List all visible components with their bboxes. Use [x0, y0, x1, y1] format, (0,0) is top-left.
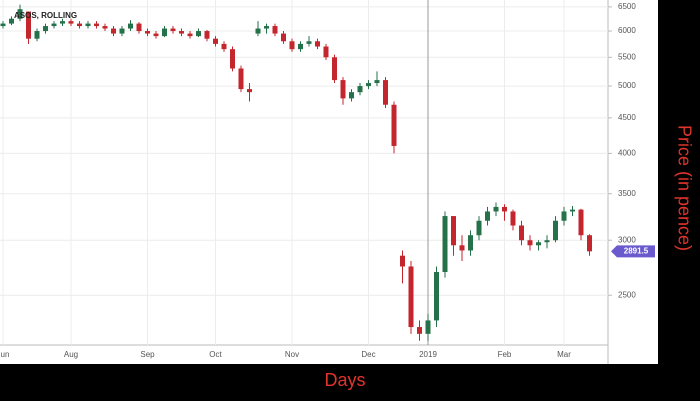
x-axis-title: Days	[324, 370, 365, 390]
candle-body	[247, 89, 252, 93]
candle-body	[196, 31, 201, 37]
x-tick-label: Feb	[498, 350, 512, 359]
candle-body	[0, 23, 6, 27]
grid	[0, 0, 612, 345]
candle-body	[34, 31, 40, 39]
y-tick-label: 5000	[618, 81, 636, 90]
candle-body	[187, 33, 193, 37]
y-tick-label: 2500	[618, 290, 636, 299]
chart-title: ASOS, ROLLING	[14, 11, 77, 20]
candle-body	[366, 83, 371, 87]
candle-body	[510, 211, 516, 226]
x-tick-label: Oct	[209, 350, 222, 359]
candle-body	[255, 28, 261, 34]
candle-body	[204, 31, 210, 39]
candle-body	[459, 245, 465, 251]
candle-body	[383, 80, 388, 105]
y-tick-label: 6500	[618, 2, 636, 11]
candle-body	[51, 23, 57, 27]
candle-body	[298, 43, 303, 50]
candle-body	[485, 211, 490, 221]
candle-body	[315, 41, 320, 47]
candle-body	[153, 33, 159, 37]
candle-body	[425, 320, 431, 334]
candle-body	[340, 80, 346, 99]
candle-body	[306, 41, 312, 44]
x-tick-label: 2019	[419, 350, 437, 359]
candle-body	[587, 235, 592, 252]
candle-body	[408, 266, 414, 328]
chart-panel	[0, 0, 658, 364]
x-tick-label: Nov	[285, 350, 299, 359]
candle-body	[468, 235, 473, 251]
candle-body	[451, 216, 456, 246]
last-price-tag	[611, 245, 655, 258]
candle-body	[476, 220, 482, 236]
candle-body	[94, 23, 99, 27]
candle-body	[213, 38, 218, 44]
candle-body	[102, 26, 108, 29]
candle-body	[136, 23, 142, 32]
candle-body	[128, 23, 133, 29]
candle-body	[400, 255, 405, 267]
candle-body	[170, 28, 176, 32]
candle-body	[493, 206, 499, 212]
candle-body	[519, 225, 524, 241]
candles	[0, 4, 592, 341]
candle-body	[272, 26, 278, 34]
candle-body	[374, 80, 380, 84]
candle-body	[9, 18, 14, 24]
candle-body	[145, 31, 150, 34]
candle-body	[264, 26, 269, 29]
candle-body	[289, 41, 295, 50]
candle-body	[238, 68, 244, 90]
y-axis-title: Price (in pence)	[674, 125, 694, 251]
last-price-label: 2891.5	[624, 246, 649, 255]
candle-body	[119, 28, 125, 34]
candle-body	[544, 240, 550, 243]
candle-body	[43, 26, 48, 32]
candle-body	[357, 86, 363, 93]
candle-body	[332, 57, 337, 81]
candle-body	[502, 206, 507, 212]
candle-body	[162, 28, 167, 37]
y-tick-label: 3000	[618, 235, 636, 244]
candle-body	[17, 9, 23, 19]
candle-body	[570, 209, 575, 212]
y-tick-label: 6000	[618, 26, 636, 35]
x-tick-label: Dec	[361, 350, 375, 359]
candle-body	[77, 23, 82, 27]
candle-body	[553, 220, 558, 241]
candle-body	[26, 11, 31, 39]
x-tick-label: Jun	[0, 350, 9, 359]
y-tick-label: 4500	[618, 113, 636, 122]
y-tick-label: 5500	[618, 52, 636, 61]
x-tick-label: Mar	[557, 350, 571, 359]
candle-body	[561, 211, 567, 221]
candle-body	[221, 43, 227, 50]
candle-body	[179, 31, 184, 34]
candle-body	[230, 49, 235, 69]
candle-body	[417, 327, 422, 334]
x-tick-label: Sep	[140, 350, 155, 359]
x-tick-label: Aug	[64, 350, 78, 359]
candle-body	[391, 104, 397, 146]
candle-body	[434, 272, 439, 321]
candle-body	[527, 240, 533, 246]
candle-body	[60, 21, 65, 24]
y-tick-label: 3500	[618, 189, 636, 198]
y-tick-label: 4000	[618, 149, 636, 158]
candle-body	[85, 23, 91, 27]
candle-body	[578, 209, 584, 236]
candle-body	[68, 21, 74, 24]
candle-body	[111, 28, 116, 34]
candle-body	[442, 216, 448, 273]
candle-body	[349, 92, 354, 99]
candle-body	[323, 46, 329, 58]
candle-body	[536, 242, 541, 246]
candle-body	[281, 33, 286, 42]
